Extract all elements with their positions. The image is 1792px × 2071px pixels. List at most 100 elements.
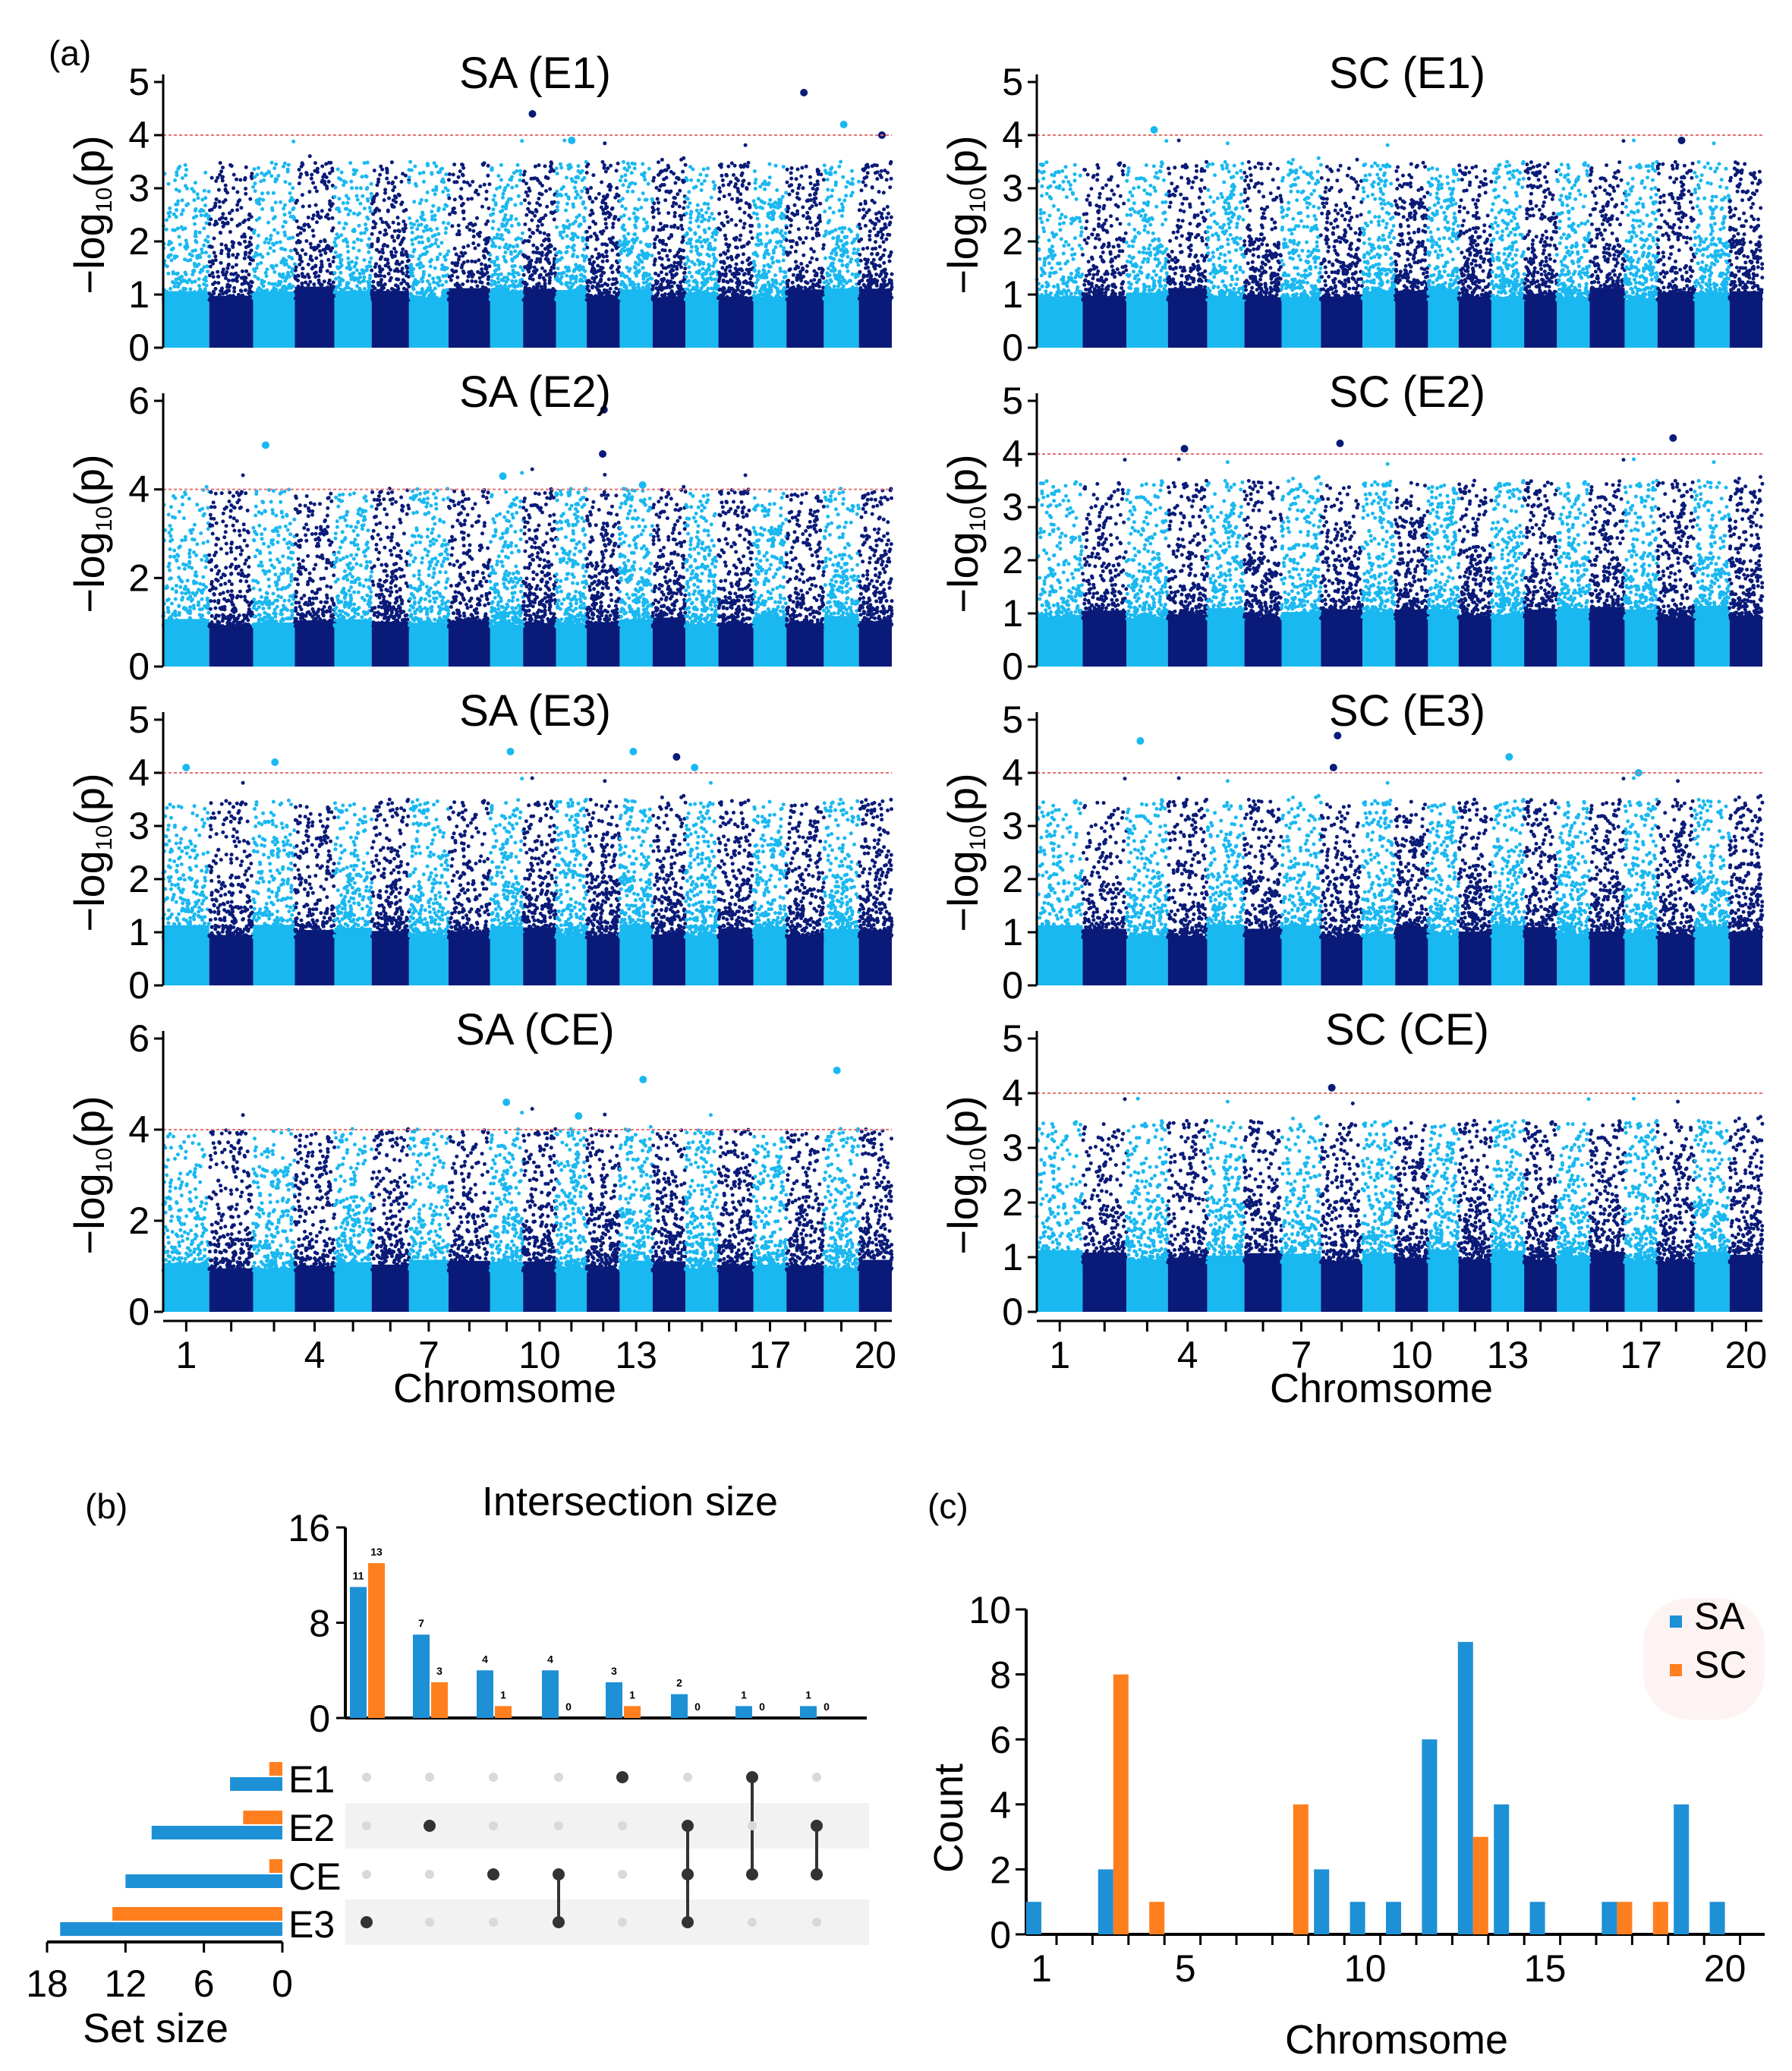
manhattan-SC-E3: 0 1 2 3 4 5 −log10(p) SC (E3) [939, 686, 1765, 1007]
top-hit-point [599, 450, 607, 458]
panel-title: SA (E3) [459, 686, 611, 736]
chr-points-15 [683, 1113, 720, 1273]
y-tick-label: 0 [128, 645, 150, 688]
chr-points-3 [251, 487, 297, 629]
chr-points-17 [1623, 1096, 1660, 1265]
chr-points-5 [332, 1127, 374, 1273]
set-size-bar-SC-E3 [112, 1907, 282, 1921]
chr-points-4 [293, 491, 337, 629]
chr-points-14 [1523, 479, 1559, 621]
upset-y-tick-label: 8 [309, 1603, 330, 1645]
chr-points-20 [1727, 1114, 1765, 1265]
chr-points-18 [784, 1130, 826, 1273]
chr-block [371, 621, 409, 667]
chr-points-2 [207, 161, 256, 302]
matrix-dot [489, 1773, 498, 1782]
chr-points-3 [1124, 1096, 1170, 1265]
matrix-dot [487, 1868, 499, 1880]
chr-points-20 [1727, 793, 1765, 940]
chr-points-18 [1655, 159, 1697, 302]
x-axis-title-right: Chromsome [1270, 1366, 1493, 1411]
chr-points-8 [446, 161, 492, 302]
matrix-dot [618, 1918, 627, 1927]
set-size-bar-SC-CE [269, 1859, 282, 1873]
chr-points-9 [488, 777, 525, 940]
upset-bar-SA-8 [800, 1706, 817, 1718]
chr-block [1126, 292, 1168, 348]
top-hit-point [506, 748, 515, 755]
top-hit-point [691, 764, 699, 771]
count-bar-SA-chr13 [1457, 1641, 1473, 1934]
chr-points-13 [1489, 159, 1526, 302]
chr-points-7 [1280, 793, 1323, 940]
manhattan-SA-E3: 0 1 2 3 4 5 −log10(p) SA (E3) [65, 686, 894, 1007]
chr-points-5 [1205, 141, 1246, 302]
chr-points-2 [207, 1113, 255, 1273]
chr-block [1557, 934, 1590, 985]
y-tick-label: 4 [128, 114, 150, 156]
chr-block [1207, 295, 1245, 348]
y-tick-label: 2 [1002, 539, 1023, 582]
chr-points-17 [1623, 457, 1660, 621]
x-tick-label: 13 [615, 1334, 657, 1376]
count-bar-SA-chr19 [1674, 1804, 1690, 1934]
count-bar-SA-chr11 [1386, 1902, 1401, 1934]
count-bar-SA-chr14 [1494, 1804, 1510, 1934]
chr-points-20 [857, 159, 894, 302]
chr-block [1395, 1257, 1428, 1312]
chr-block [448, 931, 490, 985]
chr-block [718, 296, 754, 348]
chr-block [652, 934, 686, 985]
y-tick-label: 6 [128, 1017, 150, 1060]
upset-y-tick-label: 0 [309, 1697, 330, 1740]
upset-title: Intersection size [482, 1479, 778, 1524]
chr-block [1557, 1256, 1590, 1312]
chr-points-8 [446, 487, 492, 629]
chr-block [1362, 611, 1396, 667]
chr-points-16 [1588, 1119, 1627, 1265]
top-hit-point [1180, 445, 1189, 452]
chr-block [371, 931, 409, 985]
count-bar-SC-chr18 [1652, 1902, 1668, 1934]
chr-points-16 [716, 473, 755, 629]
chr-points-16 [716, 143, 755, 302]
chr-points-13 [618, 1124, 655, 1273]
chr-block [1037, 618, 1083, 667]
chr-block [1037, 296, 1083, 348]
upset-bar-label: 0 [565, 1701, 572, 1713]
upset-bar-label: 0 [694, 1701, 701, 1713]
count-x-tick-label: 5 [1175, 1947, 1196, 1990]
matrix-stripe [345, 1899, 869, 1945]
chr-block [1321, 937, 1363, 985]
y-tick-label: 0 [1002, 645, 1023, 688]
chr-block [209, 1268, 254, 1312]
upset-bar-label: 1 [629, 1688, 635, 1701]
panel-title: SC (E1) [1329, 49, 1485, 98]
upset-bar-label: 4 [547, 1653, 553, 1665]
chr-points-4 [1166, 457, 1209, 621]
chr-points-14 [650, 484, 688, 629]
count-bar-SA-chr17 [1601, 1902, 1617, 1934]
count-x-tick-label: 1 [1031, 1947, 1052, 1990]
chr-block [1729, 616, 1762, 667]
matrix-dot [361, 1916, 373, 1928]
top-hit-point [800, 89, 808, 96]
chr-block [1458, 1259, 1491, 1312]
y-tick-label: 3 [1002, 805, 1023, 847]
chr-block [556, 936, 587, 985]
manhattan-SA-E1: 0 1 2 3 4 5 −log10(p) SA (E1) [65, 49, 894, 369]
count-bar-SA-chr9 [1314, 1869, 1330, 1934]
chr-points-7 [407, 159, 451, 302]
top-hit-point [1136, 737, 1145, 745]
top-hit-point [575, 1112, 583, 1120]
x-tick-label: 1 [1049, 1334, 1070, 1376]
chr-points-9 [488, 139, 525, 302]
chr-points-13 [1490, 797, 1526, 940]
chr-points-17 [751, 799, 789, 940]
y-tick-label: 5 [1002, 698, 1023, 741]
chr-block [294, 1266, 335, 1312]
chr-points-1 [161, 1132, 211, 1273]
chr-block [1126, 618, 1168, 667]
y-axis-title: −log10(p) [65, 135, 117, 294]
